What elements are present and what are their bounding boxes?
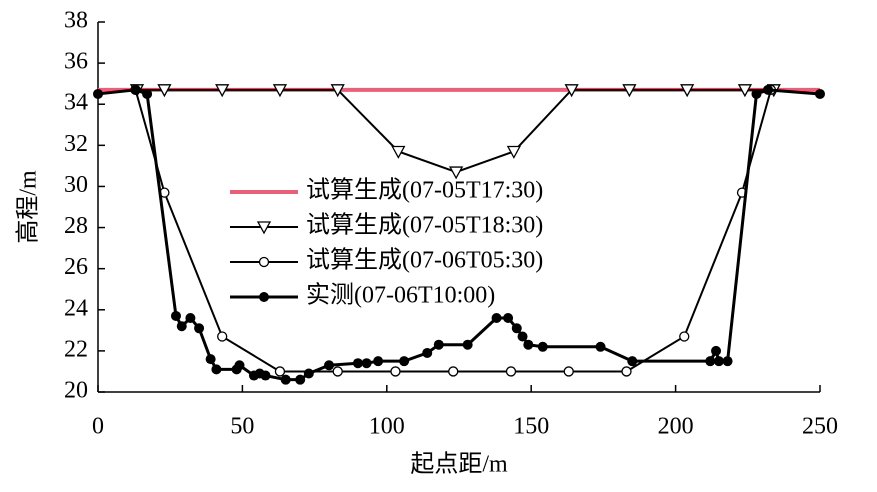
data-point [93,88,103,99]
data-point [711,345,722,356]
data-point [217,331,228,342]
y-axis-label: 高程/m [15,170,42,244]
data-point [563,366,574,377]
x-tick-label: 50 [230,414,254,440]
data-point [391,145,406,159]
data-point [295,374,306,385]
data-point [272,84,288,98]
x-tick-label: 250 [802,414,838,440]
y-tick-label: 26 [64,254,88,280]
data-point [274,366,286,377]
data-point [185,313,196,323]
y-tick-label: 30 [64,172,88,198]
data-point [422,347,433,358]
legend-marker [256,221,272,235]
y-tick-label: 36 [64,49,88,75]
data-point [324,360,335,371]
x-tick-label: 200 [658,414,694,440]
data-point [260,370,271,381]
legend-label: 试算生成(07-06T05:30) [306,247,543,274]
data-point [503,313,514,323]
x-tick-label: 150 [513,414,549,440]
data-point [332,366,343,377]
x-tick-label: 0 [92,414,104,440]
data-point [506,145,521,159]
data-point [433,339,444,350]
y-tick-label: 28 [64,213,88,239]
data-point [679,331,690,342]
data-point [680,84,695,98]
data-point [390,366,401,377]
data-point [303,368,314,379]
y-tick-label: 34 [64,90,88,116]
data-point [751,88,762,99]
data-point [462,339,473,350]
data-point [234,360,245,371]
data-point [705,356,716,367]
legend-label: 试算生成(07-05T17:30) [306,177,543,204]
data-point [595,341,606,352]
data-point [130,84,141,95]
data-point [537,341,548,352]
data-point [511,323,522,334]
data-point [330,84,345,98]
data-point [627,356,638,367]
x-axis-label: 起点距/m [410,451,508,478]
data-point [621,366,632,377]
data-point [523,339,534,350]
y-tick-label: 38 [64,8,88,34]
legend-label: 试算生成(07-05T18:30) [306,212,543,239]
data-point [280,374,291,385]
data-point [713,356,724,367]
series-line [97,88,821,382]
legend-marker [259,292,269,302]
data-point [449,166,464,180]
x-tick-label: 100 [369,414,405,440]
data-point [361,358,372,369]
y-tick-label: 22 [64,336,88,362]
data-point [352,358,363,369]
legend-label: 实测(07-06T10:00) [306,282,495,309]
legend-marker [258,256,270,268]
data-point [505,366,517,377]
data-point [170,310,181,321]
data-point [176,321,187,332]
data-point [564,84,579,98]
data-point [815,88,825,99]
data-point [211,364,222,375]
data-point [399,356,410,367]
data-point [737,84,753,98]
data-point [763,84,774,95]
data-point [194,323,205,334]
y-tick-label: 24 [64,295,88,321]
data-point [517,331,528,342]
data-point [722,356,733,367]
data-point [142,88,153,99]
data-point [373,356,384,367]
series-line [136,88,774,174]
y-tick-label: 32 [64,131,88,157]
data-point [215,84,230,98]
data-point [622,84,637,98]
y-tick-label: 20 [64,378,88,404]
data-point [157,84,172,98]
data-point [491,313,502,323]
data-point [205,354,216,365]
data-point [448,366,459,377]
